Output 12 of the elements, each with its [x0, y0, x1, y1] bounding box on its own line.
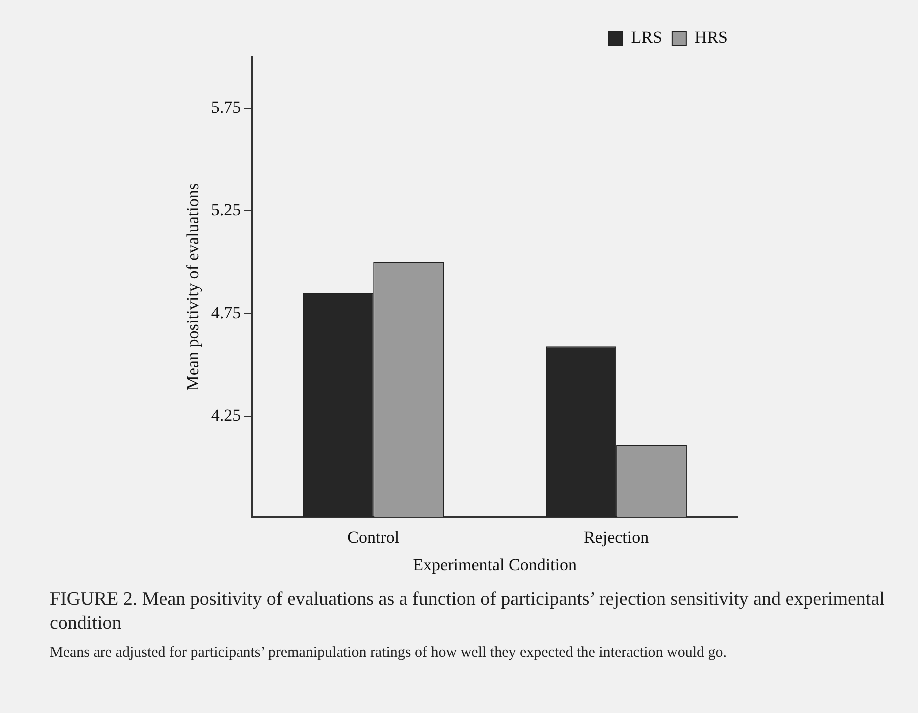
y-tick-label: 5.25 [211, 200, 242, 220]
text: FIGURE 2. Mean positivity of evaluations as a function of participants’ rejection sensitivity and experimental condition [50, 588, 886, 636]
legend-label: LRS [631, 28, 662, 47]
x-tick-label: Control [348, 528, 400, 547]
y-tick-label: 5.75 [211, 98, 242, 117]
x-axis-title: Experimental Condition [413, 555, 578, 574]
x-tick-label: Rejection [584, 528, 650, 547]
y-axis-title: Mean positivity of evaluations [184, 183, 203, 391]
legend-label: HRS [694, 28, 728, 47]
text: Means are adjusted for participants’ premanipulation ratings of how well they expected the interaction would go. [50, 644, 728, 663]
y-tick-label: 4.25 [211, 406, 242, 425]
y-tick-label: 4.75 [211, 303, 242, 322]
